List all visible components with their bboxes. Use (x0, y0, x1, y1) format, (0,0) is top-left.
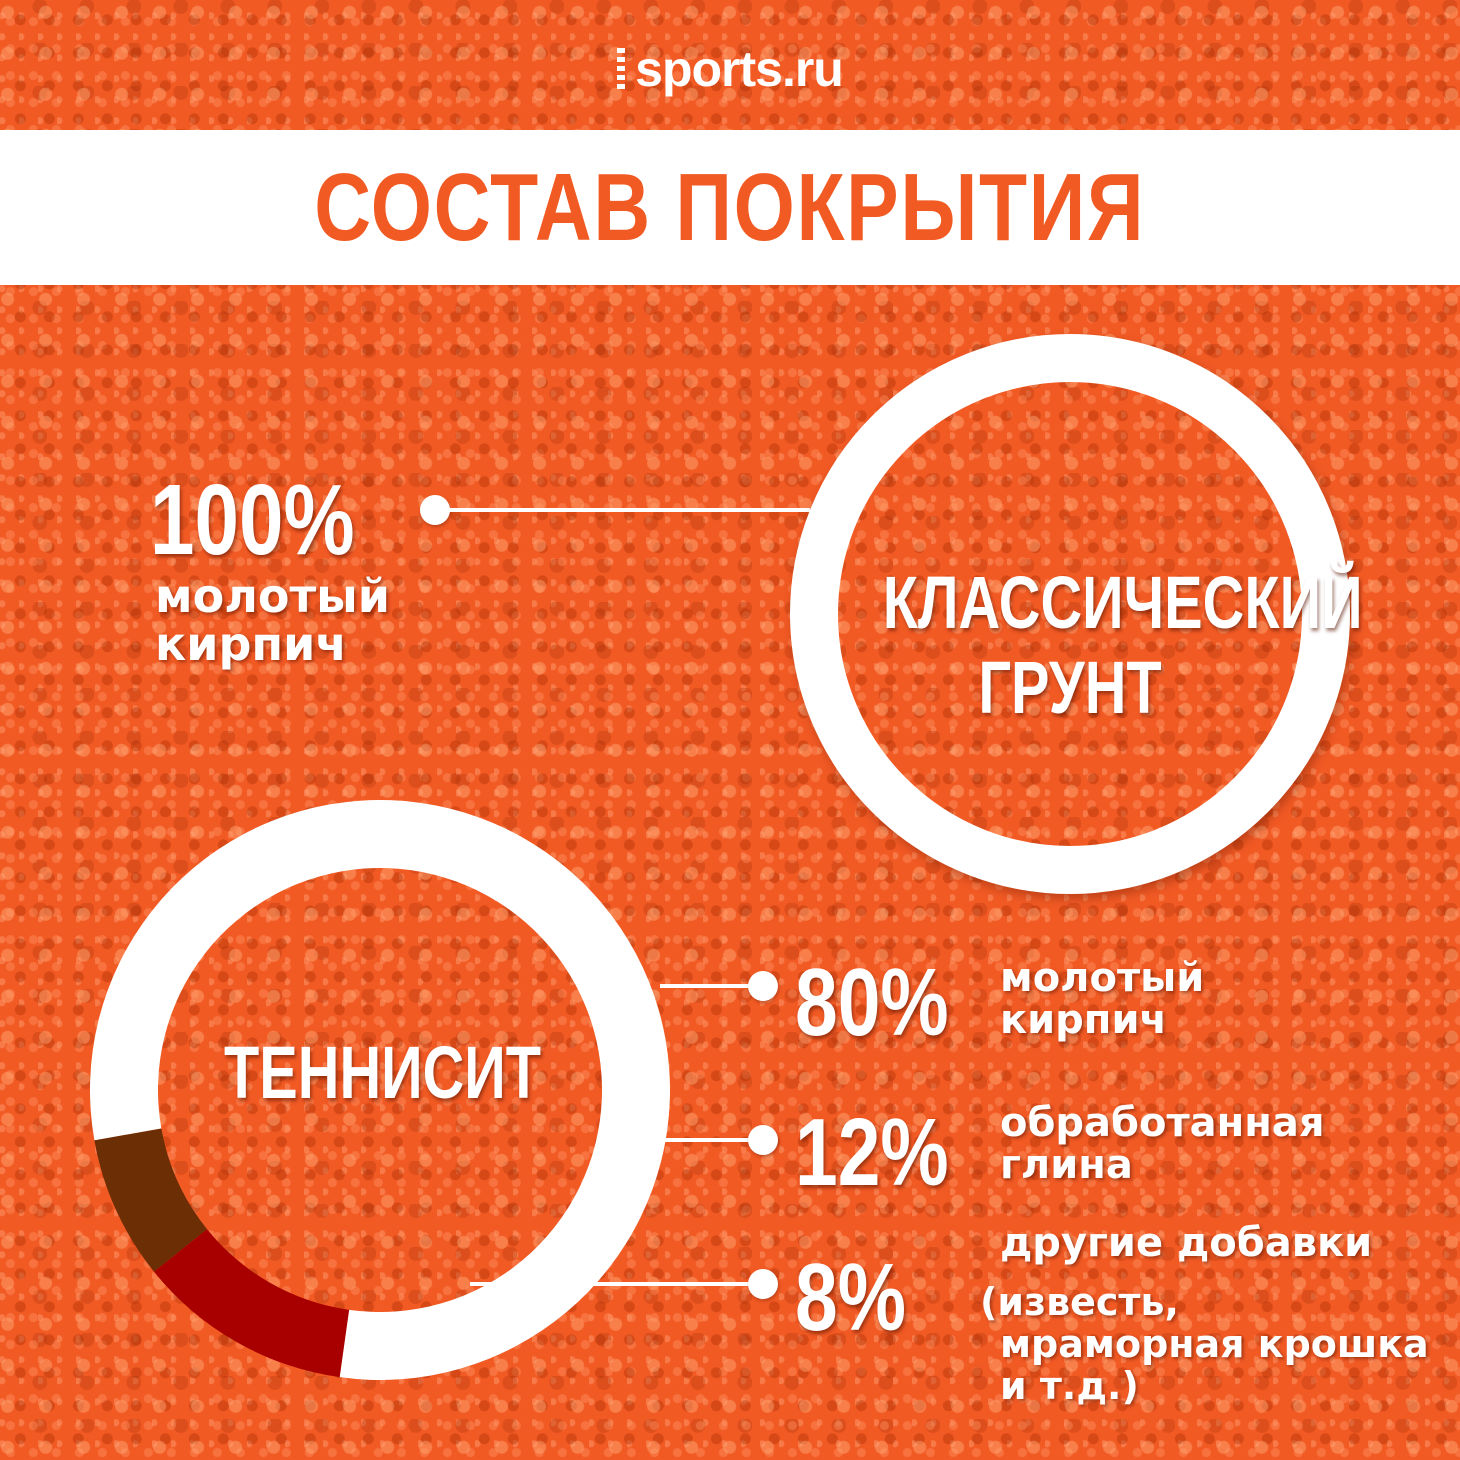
classic-description: молотый кирпич (155, 572, 390, 669)
title-band: СОСТАВ ПОКРЫТИЯ (0, 130, 1460, 285)
segment-3-desc-line-4: и т.д.) (1000, 1363, 1139, 1408)
segment-2-desc-line-1: обработанная (1000, 1100, 1325, 1146)
segment-1-connector-dot (748, 971, 778, 1001)
tennisite-ring-label: ТЕННИСИТ (180, 1030, 580, 1115)
classic-percent: 100% (150, 464, 355, 576)
segment-2-desc-line-2: глина (1000, 1142, 1133, 1188)
logo-text: sports.ru (635, 41, 844, 97)
segment-2-connector-line (628, 1138, 768, 1142)
segment-1-description: молотый кирпич (1000, 957, 1204, 1041)
segment-3-desc-line-2: (известь, (980, 1280, 1179, 1324)
page-title: СОСТАВ ПОКРЫТИЯ (314, 153, 1146, 261)
tennisite-donut-chart (90, 800, 671, 1380)
segment-1-connector-line (660, 984, 770, 988)
segment-2-description: обработанная глина (1000, 1102, 1325, 1186)
segment-3-description-details: (известь, мраморная крошка и т.д.) (980, 1280, 1429, 1408)
sports-ru-logo: sports.ru (0, 40, 1460, 98)
donut-segment-3 (94, 1128, 207, 1272)
segment-3-percent: 8% (795, 1244, 906, 1351)
classic-label-line-2: ГРУНТ (978, 646, 1162, 730)
segment-3-description-title: другие добавки (1000, 1222, 1372, 1264)
classic-ring-label: КЛАССИЧЕСКИЙ ГРУНТ (830, 560, 1363, 730)
classic-label-line-1: КЛАССИЧЕСКИЙ (882, 561, 1363, 644)
segment-2-connector-dot (748, 1125, 778, 1155)
segment-3-desc-line-1: другие добавки (1000, 1220, 1373, 1266)
classic-connector-line (440, 508, 810, 512)
tennisite-label: ТЕННИСИТ (224, 1031, 542, 1114)
donut-segment-2 (153, 1229, 350, 1378)
classic-desc-line-1: молотый (155, 569, 390, 623)
segment-3-connector-dot (748, 1269, 778, 1299)
logo-mark-icon (617, 48, 626, 92)
segment-1-desc-line-1: молотый (1000, 955, 1205, 1001)
segment-1-percent: 80% (795, 949, 949, 1056)
segment-1-desc-line-2: кирпич (1000, 997, 1167, 1043)
segment-2-percent: 12% (795, 1099, 949, 1206)
segment-3-connector-line (470, 1282, 770, 1286)
segment-3-desc-line-3: мраморная крошка (1000, 1321, 1429, 1366)
classic-desc-line-2: кирпич (155, 617, 347, 672)
